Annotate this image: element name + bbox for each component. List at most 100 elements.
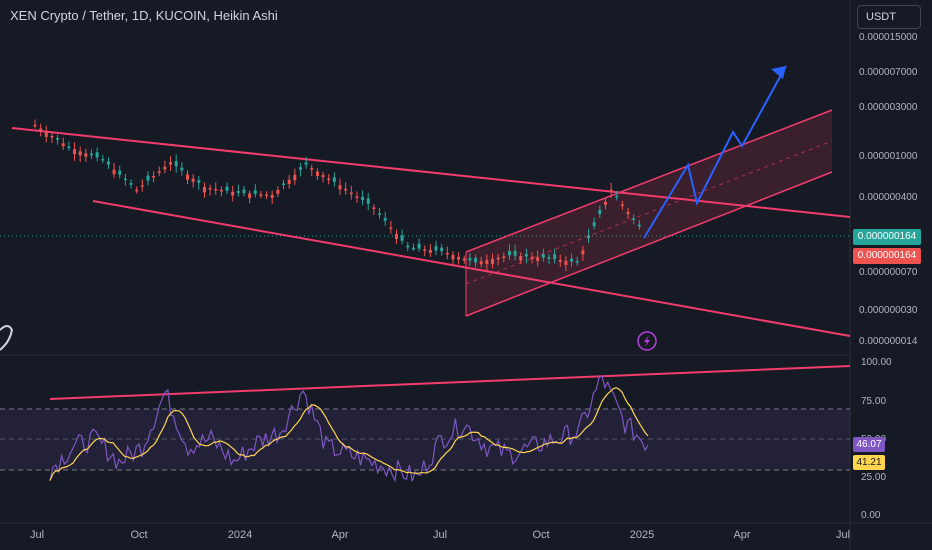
candle [349, 192, 353, 195]
candle [259, 194, 263, 196]
price-label: 0.000001000 [859, 151, 918, 162]
candle [519, 256, 523, 261]
rsi-axis-label: 0.00 [861, 510, 881, 521]
candle [491, 258, 494, 265]
candle [152, 175, 156, 178]
candle [411, 247, 415, 250]
candle [451, 254, 455, 260]
candle [598, 209, 602, 214]
candle [513, 250, 517, 256]
candle [587, 235, 591, 239]
candle [236, 191, 240, 193]
time-label: Apr [331, 529, 349, 541]
candle [276, 189, 280, 194]
rsi-trendline [49, 365, 851, 400]
candle [101, 159, 105, 161]
candle [400, 235, 404, 241]
candle [253, 190, 257, 194]
price-label: 0.000000030 [859, 305, 918, 316]
candle [502, 256, 506, 259]
candle [479, 261, 483, 265]
candle [457, 256, 461, 260]
channel-lower-line [465, 171, 833, 317]
channel-mid-line [465, 140, 833, 285]
rsi-axis-label: 75.00 [861, 396, 887, 407]
candle [50, 135, 54, 138]
candle [524, 254, 528, 257]
price-label: 0.000000070 [859, 267, 918, 278]
candle [383, 218, 387, 221]
candle [197, 180, 201, 183]
candle [61, 143, 65, 147]
candle [231, 191, 235, 196]
candle [186, 174, 189, 180]
candle [56, 137, 60, 140]
candle [163, 166, 167, 170]
candle [603, 201, 607, 205]
candle [423, 249, 427, 251]
time-label: 2024 [227, 529, 253, 541]
candle [637, 224, 641, 227]
time-label: 2025 [629, 529, 655, 541]
rsi-ma-value-tag: 41.21 [853, 455, 885, 470]
candle [361, 196, 365, 201]
candle [496, 257, 500, 260]
candle [78, 151, 82, 156]
candle [417, 243, 421, 249]
channel-upper-line [465, 109, 833, 253]
candle [225, 186, 229, 191]
candle [344, 188, 348, 191]
candle [265, 194, 269, 197]
upper-trendline [11, 127, 851, 218]
candle [530, 256, 534, 260]
candle [315, 171, 319, 177]
rsi-ma-line [49, 387, 649, 481]
candle [332, 177, 336, 182]
candle [558, 259, 562, 262]
lightning-icon[interactable] [637, 331, 657, 351]
candle [541, 254, 545, 258]
candle [146, 175, 150, 181]
candle [474, 258, 478, 263]
candle [282, 183, 286, 186]
price-label: 0.000000400 [859, 192, 918, 203]
candle [67, 146, 71, 148]
candle [406, 245, 410, 248]
candle [293, 174, 297, 181]
candle [202, 186, 206, 193]
rsi-series [49, 375, 649, 483]
candle [106, 161, 110, 165]
candle [89, 153, 93, 156]
currency-selector[interactable]: USDT [857, 5, 921, 29]
candle [112, 169, 116, 175]
time-label: Jul [432, 529, 448, 541]
candle [169, 162, 173, 165]
candle [174, 161, 178, 167]
price-label: 0.000007000 [859, 67, 918, 78]
time-label: Oct [130, 529, 148, 541]
candle [157, 171, 161, 173]
candle [84, 153, 88, 157]
rsi-value-tag: 46.07 [853, 437, 885, 452]
time-label: Apr [733, 529, 751, 541]
candle [355, 196, 359, 198]
rsi-axis-label: 25.00 [861, 472, 887, 483]
candle [242, 189, 246, 194]
candle [394, 234, 398, 239]
candle [428, 249, 432, 253]
candle [327, 178, 331, 180]
candle [434, 246, 438, 251]
candle [95, 152, 99, 158]
candle [445, 253, 449, 255]
candle [44, 132, 48, 137]
chart-title: XEN Crypto / Tether, 1D, KUCOIN, Heikin … [10, 8, 278, 23]
candle [140, 185, 144, 187]
tradingview-mascot-icon [0, 325, 14, 351]
price-label: 0.000000014 [859, 336, 918, 347]
candle [553, 254, 557, 260]
last-price-tag: 0.000000164 [853, 229, 921, 245]
candle [372, 207, 376, 209]
candle [135, 189, 139, 192]
candle [564, 260, 568, 265]
